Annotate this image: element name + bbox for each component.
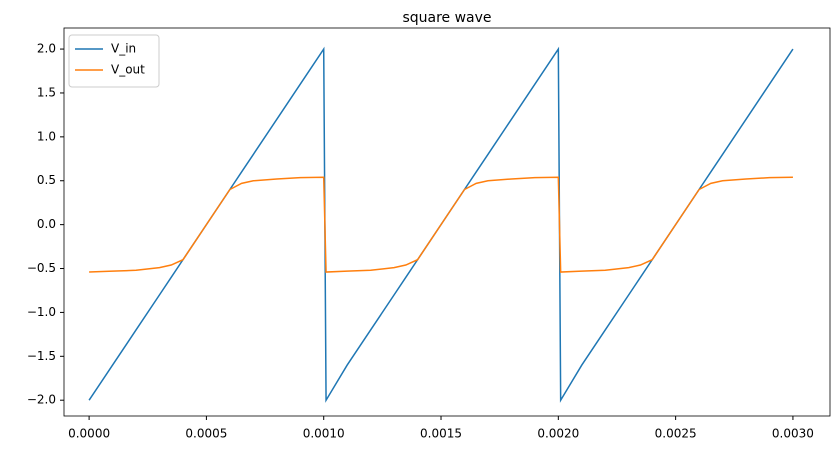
x-tick-label: 0.0025 — [655, 427, 697, 441]
plot-frame — [63, 27, 831, 417]
y-tick-label: −2.0 — [27, 393, 56, 407]
legend-label: V_out — [111, 63, 145, 77]
y-tick-label: 2.0 — [37, 42, 56, 56]
chart-title: square wave — [402, 10, 491, 26]
y-tick-label: −1.5 — [27, 349, 56, 363]
legend-label: V_in — [111, 42, 136, 56]
x-tick-label: 0.0005 — [185, 427, 227, 441]
y-tick-label: 0.5 — [37, 173, 56, 187]
x-tick-label: 0.0000 — [68, 427, 110, 441]
x-tick-label: 0.0030 — [772, 427, 814, 441]
legend-box — [68, 34, 160, 88]
y-tick-label: 1.5 — [37, 85, 56, 99]
series-line — [89, 176, 793, 273]
x-tick-label: 0.0020 — [537, 427, 579, 441]
y-tick-label: −0.5 — [27, 261, 56, 275]
y-tick-label: 1.0 — [37, 129, 56, 143]
y-tick-label: 0.0 — [37, 217, 56, 231]
x-tick-label: 0.0010 — [303, 427, 345, 441]
y-tick-label: −1.0 — [27, 305, 56, 319]
x-tick-label: 0.0015 — [420, 427, 462, 441]
